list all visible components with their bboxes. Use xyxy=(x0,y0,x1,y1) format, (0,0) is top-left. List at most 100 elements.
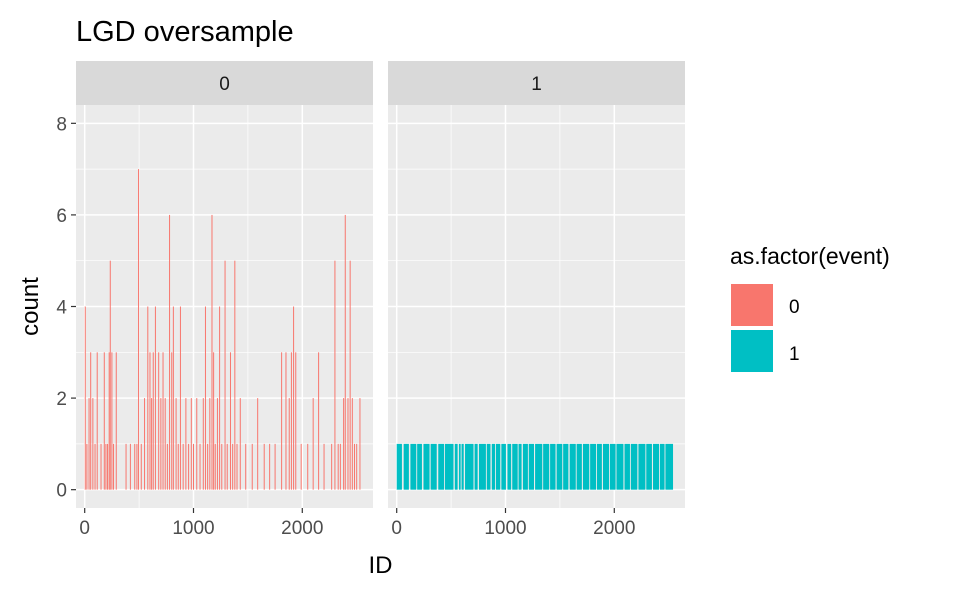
bar xyxy=(563,443,569,490)
bar xyxy=(154,306,156,490)
y-tick-label: 4 xyxy=(56,298,67,319)
bar xyxy=(576,443,582,490)
legend-label-1: 1 xyxy=(789,344,800,365)
bar xyxy=(125,443,127,490)
bar xyxy=(630,443,638,490)
bar xyxy=(331,443,333,490)
bar xyxy=(100,443,102,490)
bar xyxy=(507,443,512,490)
bar xyxy=(199,443,201,490)
bar xyxy=(144,398,146,490)
bar xyxy=(149,352,151,490)
bar xyxy=(86,443,88,490)
bar xyxy=(512,443,518,490)
bar xyxy=(569,443,576,490)
bar xyxy=(653,443,660,490)
bar xyxy=(214,443,216,490)
y-tick-label: 6 xyxy=(56,206,67,227)
bar xyxy=(624,443,630,490)
bar xyxy=(140,443,142,490)
bar xyxy=(269,443,271,490)
x-tick-label: 0 xyxy=(79,518,90,539)
bar xyxy=(107,443,109,490)
y-tick-label: 2 xyxy=(56,389,67,410)
bar xyxy=(232,443,234,490)
bar xyxy=(160,398,162,490)
bar xyxy=(344,214,346,490)
bar xyxy=(582,443,590,490)
bar xyxy=(274,443,276,490)
bar xyxy=(188,443,190,490)
bar xyxy=(518,443,522,490)
bar xyxy=(115,352,117,490)
bar xyxy=(665,443,674,490)
bar xyxy=(318,352,320,490)
bar xyxy=(221,443,223,490)
bar xyxy=(403,443,409,490)
bar xyxy=(209,398,211,490)
bar xyxy=(293,306,295,490)
bar xyxy=(138,169,140,490)
bar xyxy=(430,443,437,490)
bar xyxy=(423,443,430,490)
bar xyxy=(334,260,336,490)
bar xyxy=(129,443,131,490)
bar xyxy=(103,352,105,490)
bar xyxy=(219,306,221,490)
bar xyxy=(134,443,136,490)
bar xyxy=(207,443,209,490)
bar xyxy=(528,443,534,490)
bar xyxy=(349,260,351,490)
bar xyxy=(295,352,297,490)
x-axis-panel-0: 0 1000 2000 xyxy=(79,508,323,539)
bar xyxy=(171,352,173,490)
bar xyxy=(229,352,231,490)
bar xyxy=(239,398,241,490)
bar xyxy=(590,443,597,490)
bar xyxy=(108,352,110,490)
bar xyxy=(312,398,314,490)
bar xyxy=(354,443,356,490)
y-tick-label: 8 xyxy=(56,114,67,135)
bar xyxy=(495,443,501,490)
panel-bars-1 xyxy=(396,443,674,490)
chart-title: LGD oversample xyxy=(76,16,294,48)
bar xyxy=(245,443,247,490)
strip-label-1: 1 xyxy=(531,74,542,95)
bar xyxy=(105,443,107,490)
bar xyxy=(158,352,160,490)
bar xyxy=(486,443,491,490)
bar xyxy=(535,443,543,490)
strip-background-0 xyxy=(76,61,373,105)
bar xyxy=(136,443,138,490)
bar xyxy=(92,398,94,490)
bar xyxy=(94,443,96,490)
bar xyxy=(88,398,90,490)
bar xyxy=(226,443,228,490)
strip-label-0: 0 xyxy=(219,74,230,95)
bar xyxy=(307,443,309,490)
bar xyxy=(596,443,602,490)
bar xyxy=(257,398,259,490)
bar xyxy=(152,352,154,490)
bar xyxy=(438,443,445,490)
bar xyxy=(290,352,292,490)
bar xyxy=(251,443,253,490)
bar xyxy=(90,352,92,490)
bar xyxy=(356,443,358,490)
bar xyxy=(522,443,528,490)
bar xyxy=(337,443,339,490)
bar xyxy=(234,260,236,490)
bar xyxy=(177,443,179,490)
x-tick-label: 1000 xyxy=(484,518,526,539)
bar xyxy=(196,398,198,490)
panel-bars-0 xyxy=(84,169,361,490)
bar xyxy=(109,260,111,490)
bar xyxy=(281,352,283,490)
bar xyxy=(339,443,341,490)
bar xyxy=(224,260,226,490)
x-axis-title: ID xyxy=(369,552,393,579)
bar xyxy=(445,443,454,490)
strip-background-1 xyxy=(388,61,685,105)
